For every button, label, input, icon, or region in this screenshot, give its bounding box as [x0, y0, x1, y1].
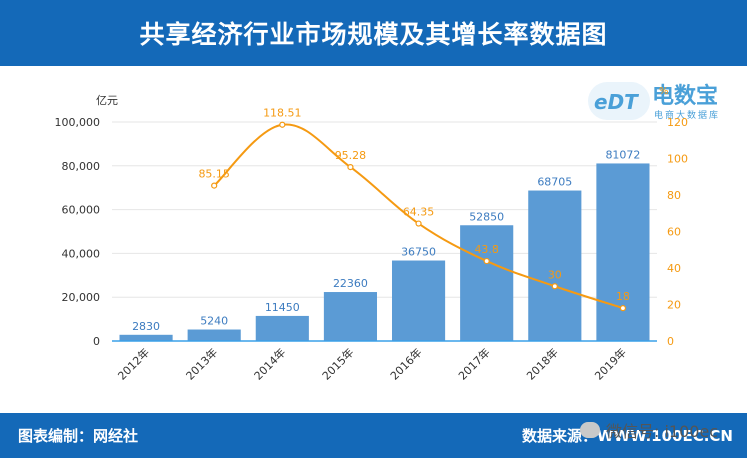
watermark-text: 微信号: i100ec	[606, 422, 719, 441]
logo: eDT 电数宝 电商大数据库	[588, 76, 738, 126]
y-axis-label: 亿元	[96, 94, 118, 107]
bar	[391, 260, 446, 341]
bar-data-label: 52850	[469, 210, 504, 223]
bar-data-label: 36750	[401, 246, 436, 259]
line-point	[551, 283, 558, 290]
bar-data-label: 81072	[605, 148, 640, 161]
y2-tick-label: 100	[667, 153, 688, 166]
bar	[528, 190, 582, 341]
x-tick-label: 2015年	[319, 345, 356, 382]
bar-data-label: 5240	[200, 315, 228, 328]
line-data-label: 18	[616, 290, 630, 303]
x-tick-label: 2018年	[523, 345, 560, 382]
data-source: 数据来源：WWW.100EC.CN	[522, 427, 733, 445]
y2-tick-label: 60	[667, 226, 681, 239]
chart-credit: 图表编制：网经社	[18, 427, 139, 445]
y-tick-label: 80,000	[62, 160, 101, 173]
line-point	[619, 305, 627, 312]
wechat-icon	[580, 422, 600, 438]
y-tick-label: 0	[93, 335, 100, 348]
line-data-label: 118.51	[263, 107, 302, 120]
y2-axis-label: %	[659, 86, 669, 97]
line-point	[279, 121, 286, 128]
x-tick-label: 2017年	[455, 345, 492, 382]
y-tick-label: 60,000	[62, 204, 101, 217]
y2-tick-label: 120	[667, 116, 688, 129]
x-tick-label: 2016年	[387, 345, 424, 382]
line-data-label: 64.35	[403, 206, 435, 219]
bar-data-label: 2830	[132, 320, 160, 333]
y2-tick-label: 40	[667, 262, 681, 275]
logo-mark: eDT	[594, 90, 638, 114]
bar	[187, 329, 241, 341]
bar-data-label: 22360	[333, 277, 368, 290]
logo-name: 电数宝	[652, 84, 719, 109]
x-tick-label: 2019年	[592, 345, 629, 382]
line-data-label: 30	[548, 268, 562, 281]
line-point	[483, 257, 490, 265]
cloud-logo-icon	[588, 82, 650, 120]
line-data-label: 95.28	[335, 149, 367, 162]
bar-line-chart: 0 20,000 40,000 60,000 80,000 100,000 0 20 40 60 8…	[55, 86, 689, 383]
line-point	[415, 220, 422, 227]
x-tick-label: 2012年	[115, 345, 152, 382]
bar	[460, 225, 514, 341]
line-point	[211, 182, 218, 189]
bar-data-label: 11450	[265, 301, 300, 314]
y2-tick-label: 0	[667, 335, 674, 348]
y2-tick-label: 80	[667, 189, 681, 202]
bar	[596, 163, 650, 341]
page-title: 共享经济行业市场规模及其增长率数据图	[139, 20, 608, 49]
footer-banner: 图表编制：网经社 数据来源：WWW.100EC.CN	[0, 413, 747, 458]
logo-subtitle: 电商大数据库	[654, 111, 721, 121]
wechat-watermark: 微信号: i100ec	[580, 416, 740, 454]
bar	[323, 292, 378, 341]
y-tick-label: 40,000	[62, 247, 101, 260]
y-tick-label: 100,000	[55, 116, 101, 129]
line-data-label: 85.15	[198, 168, 230, 181]
bar	[119, 334, 173, 341]
header-banner: 共享经济行业市场规模及其增长率数据图	[0, 0, 747, 66]
x-tick-label: 2013年	[183, 345, 220, 382]
y-tick-label: 20,000	[62, 291, 101, 304]
bar	[255, 315, 309, 341]
bar-data-label: 68705	[537, 176, 572, 189]
x-tick-label: 2014年	[251, 345, 288, 382]
y2-tick-label: 20	[667, 299, 681, 312]
line-point	[347, 164, 354, 171]
line-data-label: 43.8	[474, 243, 499, 256]
